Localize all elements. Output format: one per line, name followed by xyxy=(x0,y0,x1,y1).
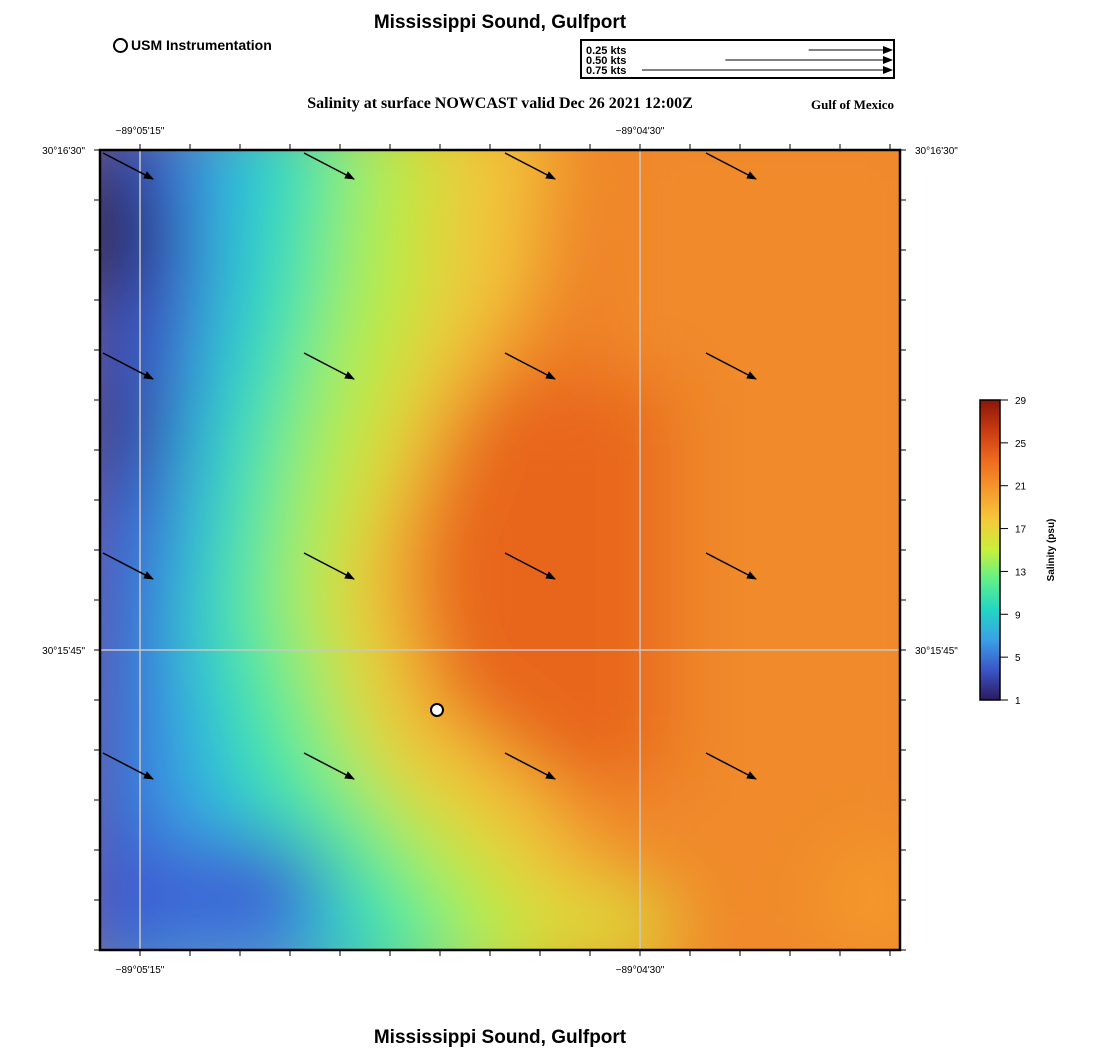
footer-title: Mississippi Sound, Gulfport xyxy=(373,1027,627,1048)
axis-label-top: −89°04'30" xyxy=(616,126,665,137)
map-subtitle: Salinity at surface NOWCAST valid Dec 26… xyxy=(307,95,693,112)
current-vector-arrow xyxy=(705,352,757,380)
colorbar-tick-label: 25 xyxy=(1015,439,1027,450)
region-label: Gulf of Mexico xyxy=(811,97,895,112)
speed-legend-label: 0.75 kts xyxy=(586,65,626,77)
current-vector-arrow xyxy=(303,152,355,180)
colorbar-tick-label: 5 xyxy=(1015,653,1021,664)
current-vector-arrow xyxy=(102,152,154,180)
map-title: Mississippi Sound, Gulfport xyxy=(373,12,627,33)
current-vector-arrow xyxy=(102,752,154,780)
usm-station-marker[interactable] xyxy=(430,703,444,717)
axis-label-right: 30°15'45" xyxy=(915,646,958,657)
current-vector-arrow xyxy=(504,752,556,780)
current-vector-arrow xyxy=(705,552,757,580)
colorbar-label: Salinity (psu) xyxy=(1046,519,1057,582)
colorbar-tick-label: 21 xyxy=(1015,482,1027,493)
axis-label-bottom: −89°04'30" xyxy=(616,965,665,976)
speed-legend-item: 0.25 kts xyxy=(586,45,893,57)
axis-label-top: −89°05'15" xyxy=(116,126,165,137)
axis-label-bottom: −89°05'15" xyxy=(116,965,165,976)
speed-legend-item: 0.75 kts xyxy=(586,65,893,77)
station-marker-icon xyxy=(113,37,128,53)
axis-label-right: 30°16'30" xyxy=(915,146,958,157)
current-vector-arrow xyxy=(303,552,355,580)
current-vector-arrow xyxy=(102,352,154,380)
colorbar-tick-label: 29 xyxy=(1015,396,1027,407)
current-vector-arrow xyxy=(504,352,556,380)
current-vector-arrow xyxy=(102,552,154,580)
current-vector-arrow xyxy=(504,552,556,580)
axis-label-left: 30°15'45" xyxy=(42,646,85,657)
colorbar-gradient xyxy=(979,399,1001,701)
colorbar-tick-label: 13 xyxy=(1015,567,1027,578)
colorbar: 29 25 21 17 13 9 5 1 Salinity (psu) xyxy=(979,396,1057,707)
colorbar-tick-label: 17 xyxy=(1015,525,1027,536)
current-vectors xyxy=(102,152,757,780)
current-vector-arrow xyxy=(504,152,556,180)
station-legend-label: USM Instrumentation xyxy=(131,37,272,53)
salinity-field xyxy=(100,150,900,950)
speed-legend-item: 0.50 kts xyxy=(586,55,893,67)
speed-legend-label: 0.50 kts xyxy=(586,55,626,67)
current-vector-arrow xyxy=(303,352,355,380)
current-vector-arrow xyxy=(303,752,355,780)
speed-legend-label: 0.25 kts xyxy=(586,45,626,57)
frame-ticks xyxy=(94,144,906,956)
colorbar-tick-label: 1 xyxy=(1015,696,1021,707)
colorbar-tick-label: 9 xyxy=(1015,610,1021,621)
speed-legend-box xyxy=(580,39,895,79)
current-vector-arrow xyxy=(705,152,757,180)
axis-label-left: 30°16'30" xyxy=(42,146,85,157)
current-vector-arrow xyxy=(705,752,757,780)
station-legend: USM Instrumentation xyxy=(113,37,272,53)
